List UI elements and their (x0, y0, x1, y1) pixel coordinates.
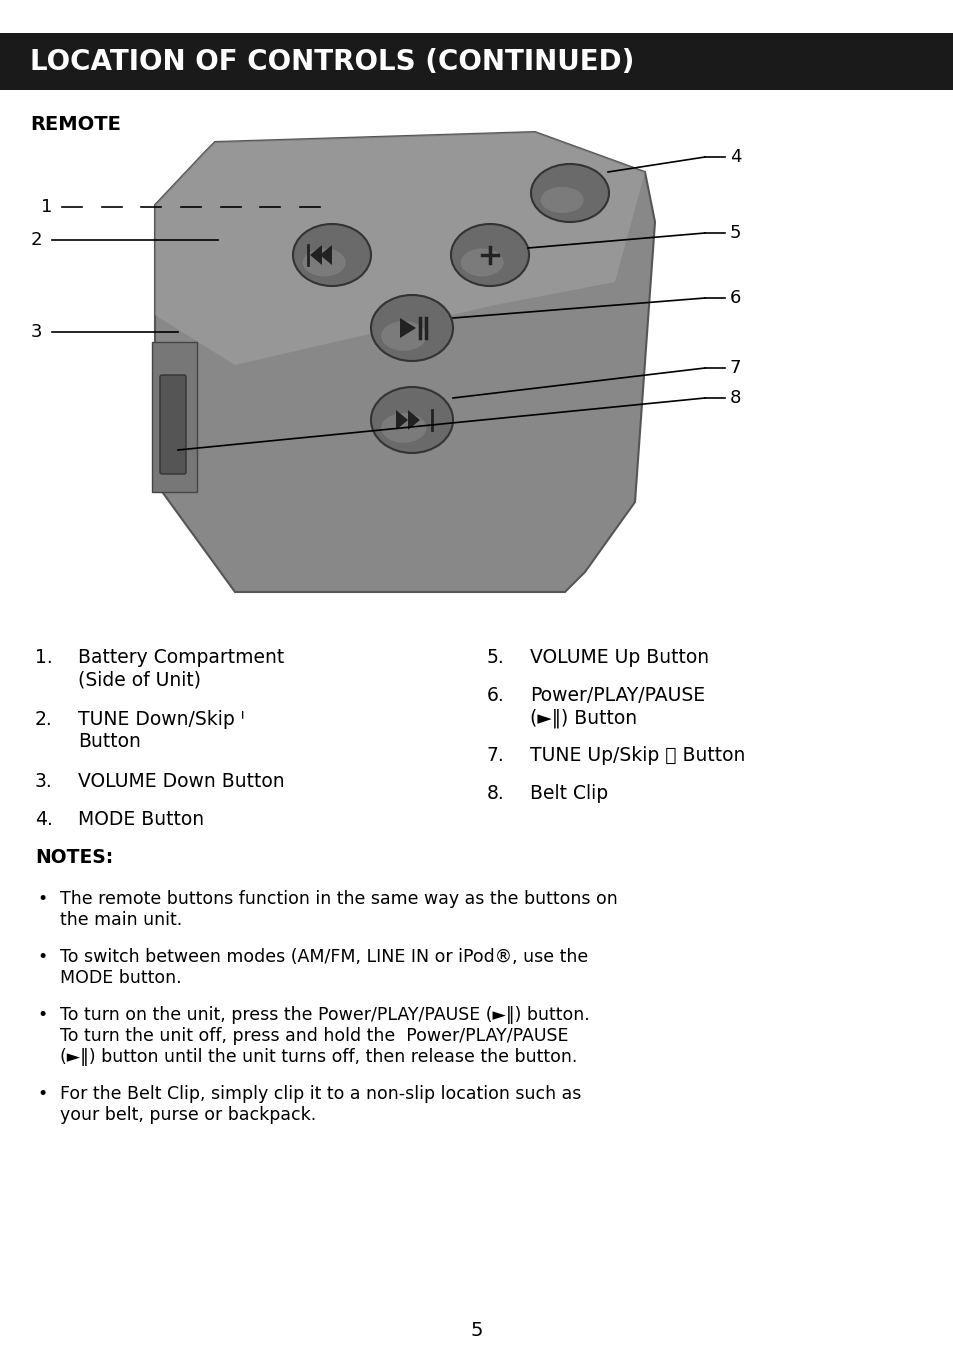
Bar (0, 33, 953, 90)
Text: •: • (37, 949, 47, 966)
Ellipse shape (540, 187, 583, 213)
Text: •: • (37, 890, 47, 908)
Polygon shape (154, 132, 644, 365)
Text: your belt, purse or backpack.: your belt, purse or backpack. (60, 1105, 315, 1124)
FancyBboxPatch shape (160, 375, 186, 474)
Text: Power/PLAY/PAUSE: Power/PLAY/PAUSE (530, 686, 704, 705)
Text: Button: Button (78, 732, 141, 751)
Text: 6: 6 (729, 289, 740, 307)
Text: (Side of Unit): (Side of Unit) (78, 671, 201, 690)
Text: 3: 3 (30, 323, 42, 341)
Text: 2.: 2. (35, 710, 52, 729)
Text: 2: 2 (30, 230, 42, 249)
Text: •: • (37, 1006, 47, 1024)
Text: (►‖) Button: (►‖) Button (530, 707, 637, 728)
Text: •: • (37, 1085, 47, 1103)
Text: Belt Clip: Belt Clip (530, 784, 607, 803)
Ellipse shape (293, 224, 371, 286)
Ellipse shape (531, 164, 608, 222)
Polygon shape (152, 342, 196, 492)
Polygon shape (154, 132, 655, 592)
Text: 6.: 6. (486, 686, 504, 705)
Text: 1.: 1. (35, 647, 52, 667)
Text: 4.: 4. (35, 810, 52, 829)
Text: LOCATION OF CONTROLS (CONTINUED): LOCATION OF CONTROLS (CONTINUED) (30, 48, 634, 76)
Text: 8.: 8. (486, 784, 504, 803)
Text: 1: 1 (41, 198, 52, 215)
Ellipse shape (460, 248, 503, 277)
Text: REMOTE: REMOTE (30, 114, 121, 134)
Text: the main unit.: the main unit. (60, 910, 182, 930)
Text: To switch between modes (AM/FM, LINE IN or iPod®, use the: To switch between modes (AM/FM, LINE IN … (60, 949, 588, 966)
Text: For the Belt Clip, simply clip it to a non-slip location such as: For the Belt Clip, simply clip it to a n… (60, 1085, 580, 1103)
Text: 8: 8 (729, 388, 740, 408)
Text: 4: 4 (729, 149, 740, 166)
Text: 5: 5 (470, 1321, 483, 1340)
Ellipse shape (371, 294, 453, 361)
Text: VOLUME Up Button: VOLUME Up Button (530, 647, 708, 667)
Text: 3.: 3. (35, 771, 52, 791)
Polygon shape (310, 245, 322, 264)
Text: To turn the unit off, press and hold the  Power/PLAY/PAUSE: To turn the unit off, press and hold the… (60, 1026, 568, 1045)
Text: TUNE Down/Skip ᑊ: TUNE Down/Skip ᑊ (78, 710, 244, 729)
Text: (►‖) button until the unit turns off, then release the button.: (►‖) button until the unit turns off, th… (60, 1048, 577, 1066)
Text: NOTES:: NOTES: (35, 848, 113, 867)
Text: MODE Button: MODE Button (78, 810, 204, 829)
Text: Battery Compartment: Battery Compartment (78, 647, 284, 667)
Ellipse shape (302, 248, 345, 277)
Text: MODE button.: MODE button. (60, 969, 181, 987)
Ellipse shape (371, 387, 453, 453)
Polygon shape (395, 410, 408, 429)
Text: To turn on the unit, press the Power/PLAY/PAUSE (►‖) button.: To turn on the unit, press the Power/PLA… (60, 1006, 589, 1024)
Ellipse shape (381, 413, 426, 443)
Polygon shape (319, 245, 332, 264)
Text: 5: 5 (729, 224, 740, 243)
Text: 7: 7 (729, 358, 740, 378)
Ellipse shape (451, 224, 529, 286)
Text: VOLUME Down Button: VOLUME Down Button (78, 771, 284, 791)
Text: The remote buttons function in the same way as the buttons on: The remote buttons function in the same … (60, 890, 618, 908)
Ellipse shape (381, 322, 426, 350)
Text: 7.: 7. (486, 746, 504, 765)
Polygon shape (408, 410, 419, 429)
Text: TUNE Up/Skip ᑋ Button: TUNE Up/Skip ᑋ Button (530, 746, 744, 765)
Polygon shape (399, 318, 416, 338)
Text: 5.: 5. (486, 647, 504, 667)
